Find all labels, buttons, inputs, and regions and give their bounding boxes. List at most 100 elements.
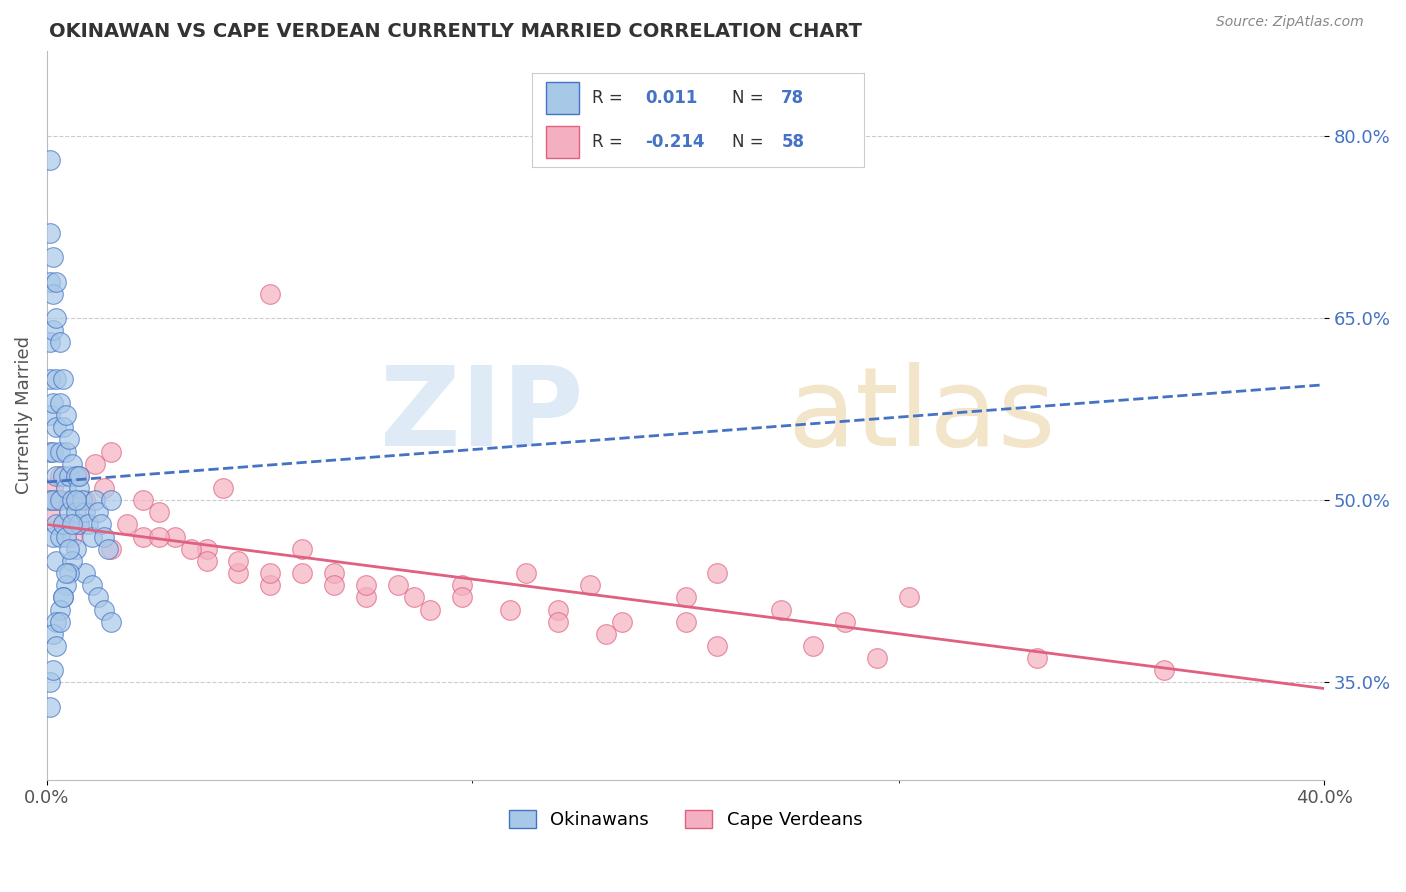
Point [180,541,202,556]
Point [48,615,70,629]
Point [55,481,77,495]
Point [48,530,70,544]
Point [1025,651,1047,665]
Point [595,627,617,641]
Point [39,675,62,690]
Point [48,602,70,616]
Point [65,469,87,483]
Point [62,554,84,568]
Point [67,469,90,483]
Point [52,469,75,483]
Point [42,323,65,337]
Point [45,275,67,289]
Point [1153,663,1175,677]
Point [75,493,97,508]
Point [291,541,314,556]
Point [42,481,65,495]
Point [58,505,80,519]
Point [42,663,65,677]
Text: atlas: atlas [787,361,1056,468]
Point [42,250,65,264]
Point [58,566,80,580]
Point [39,444,62,458]
Point [259,286,281,301]
Point [70,493,93,508]
Point [39,275,62,289]
Point [898,591,921,605]
Point [547,615,569,629]
Point [48,493,70,508]
Point [67,481,90,495]
Point [55,566,77,580]
Point [58,541,80,556]
Point [83,457,105,471]
Point [419,602,441,616]
Point [65,493,87,508]
Legend: Okinawans, Cape Verdeans: Okinawans, Cape Verdeans [502,803,869,836]
Point [39,153,62,167]
Y-axis label: Currently Married: Currently Married [15,336,32,494]
Point [62,493,84,508]
Point [93,481,115,495]
Point [55,408,77,422]
Point [45,420,67,434]
Point [578,578,600,592]
Point [115,517,138,532]
Point [62,457,84,471]
Point [39,408,62,422]
Point [75,566,97,580]
Point [67,517,90,532]
Point [131,493,153,508]
Point [39,226,62,240]
Point [163,530,186,544]
Point [42,444,65,458]
Point [675,591,697,605]
Point [148,530,170,544]
Point [354,591,377,605]
Point [67,517,90,532]
Point [83,493,105,508]
Point [52,591,75,605]
Point [48,335,70,350]
Point [100,444,122,458]
Point [39,493,62,508]
Point [55,578,77,592]
Point [80,530,103,544]
Point [42,493,65,508]
Point [42,286,65,301]
Point [62,530,84,544]
Point [259,578,281,592]
Point [515,566,537,580]
Point [100,541,122,556]
Point [211,481,233,495]
Point [52,517,75,532]
Point [675,615,697,629]
Point [195,541,218,556]
Point [45,310,67,325]
Point [387,578,409,592]
Point [259,566,281,580]
Point [39,372,62,386]
Point [62,517,84,532]
Point [58,433,80,447]
Point [48,396,70,410]
Point [451,578,474,592]
Point [65,505,87,519]
Point [195,554,218,568]
Point [87,591,110,605]
Point [45,469,67,483]
Point [131,530,153,544]
Point [323,566,346,580]
Point [45,554,67,568]
Point [52,420,75,434]
Point [52,591,75,605]
Point [93,530,115,544]
Point [354,578,377,592]
Text: Source: ZipAtlas.com: Source: ZipAtlas.com [1216,15,1364,29]
Point [706,639,728,653]
Point [93,602,115,616]
Point [90,517,112,532]
Point [52,372,75,386]
Point [96,541,118,556]
Point [291,566,314,580]
